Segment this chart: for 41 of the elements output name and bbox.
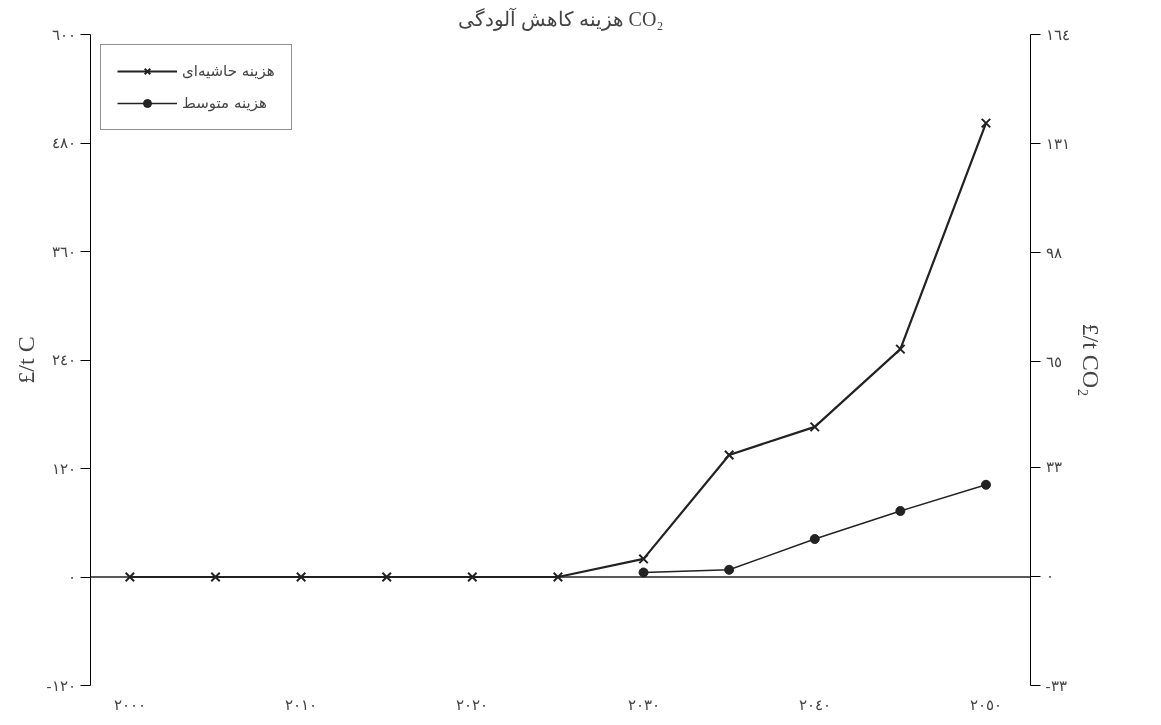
y2-tick-label: ١٣١ — [1045, 135, 1070, 152]
y2-tick-label: ٩٨ — [1045, 244, 1062, 261]
y-tick-label: ٣٦٠ — [51, 243, 76, 260]
y-tick-label: ٢٤٠ — [51, 352, 76, 368]
point — [895, 506, 906, 516]
y-tick-label: -١٢٠ — [46, 677, 76, 694]
y2-tick-label: ٠ — [1045, 568, 1054, 585]
point — [895, 343, 906, 355]
x-tick-label: ٢٠٢٠ — [456, 696, 489, 713]
y-tick-label: ٠ — [67, 569, 76, 585]
x-tick-label: ٢٠٠٠ — [113, 696, 146, 713]
y-tick-label: ٤٨٠ — [51, 135, 76, 151]
point — [295, 571, 307, 583]
chart-title: هزینه کاهش آلودگی CO₂ — [457, 6, 664, 31]
y2-tick-label: ٦٥ — [1045, 353, 1062, 370]
y2-axis-title: £/t CO₂ — [1077, 323, 1104, 397]
x-tick-label: ٢٠٥٠ — [969, 696, 1002, 713]
point — [210, 571, 221, 583]
y-tick-label: ٦٠٠ — [51, 26, 76, 43]
point — [124, 571, 136, 583]
y2-tick-label: ١٦٤ — [1045, 26, 1070, 43]
legend-label: هزینه متوسط — [182, 94, 267, 112]
x-tick-label: ٢٠١٠ — [285, 696, 318, 713]
y2-tick-label: -٣٣ — [1045, 677, 1067, 694]
point — [809, 421, 820, 433]
point — [723, 449, 735, 461]
point — [467, 571, 478, 583]
point — [552, 571, 564, 583]
point — [980, 117, 992, 129]
point — [724, 564, 735, 575]
y-tick-label: ١٢٠ — [51, 460, 76, 477]
y2-tick-label: ٣٣ — [1045, 459, 1062, 476]
point — [638, 553, 649, 565]
point — [809, 534, 820, 545]
x-tick-label: ٢٠٤٠ — [798, 696, 831, 713]
y-axis-title: £/t C — [12, 336, 39, 384]
x-tick-label: ٢٠٣٠ — [627, 696, 660, 713]
point — [980, 479, 991, 490]
point — [381, 571, 392, 583]
point — [638, 567, 649, 578]
legend-label: هزینه حاشیه‌ای — [182, 62, 275, 80]
